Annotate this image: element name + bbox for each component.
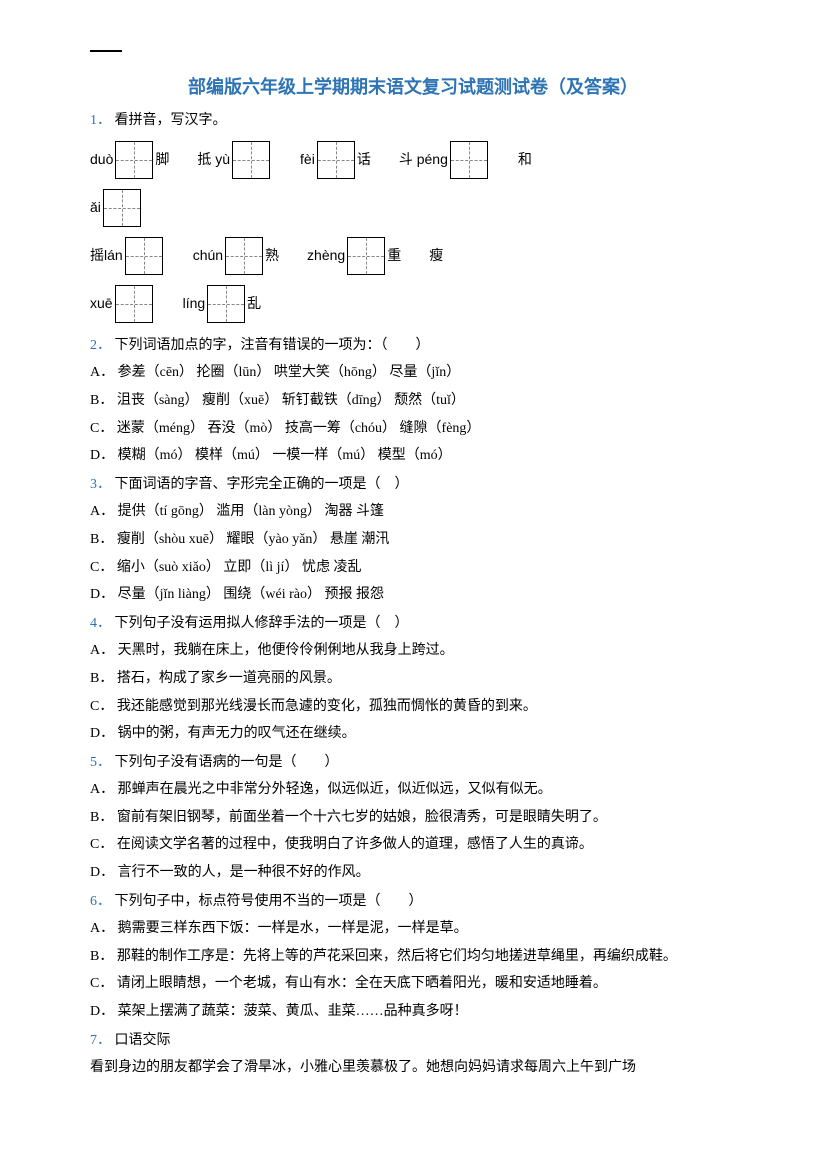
char-box [450,141,488,179]
q4-opt-c: C． 我还能感觉到那光线漫长而急遽的变化，孤独而惆怅的黄昏的到来。 [90,694,736,721]
q5-opt-a: A． 那蝉声在晨光之中非常分外轻逸，似远似近，似近似远，又似有似无。 [90,777,736,804]
q3-stem: 下面词语的字音、字形完全正确的一项是（ ） [115,477,409,492]
pinyin-text: lán [104,242,123,269]
q1-row2: ǎi [90,189,736,227]
pinyin-item: 摇 lán [90,237,165,275]
char-box [347,237,385,275]
question-5: 5． 下列句子没有语病的一句是（ ） [90,750,736,777]
q5-number: 5． [90,755,111,770]
q1-row3: 摇 lán chún 熟 zhèng 重 瘦 [90,237,736,275]
pinyin-text: zhèng [307,242,345,269]
q1-stem: 看拼音，写汉字。 [115,113,227,128]
pinyin-text: fèi [300,146,315,173]
question-4: 4． 下列句子没有运用拟人修辞手法的一项是（ ） [90,611,736,638]
q6-opt-d: D． 菜架上摆满了蔬菜：菠菜、黄瓜、韭菜……品种真多呀！ [90,999,736,1026]
q2-opt-c: C． 迷蒙（méng） 吞没（mò） 技高一筹（chóu） 缝隙（fèng） [90,416,736,443]
post-text: 话 [357,146,371,173]
char-box [232,141,270,179]
page-title: 部编版六年级上学期期末语文复习试题测试卷（及答案） [90,70,736,104]
pinyin-text: líng [183,290,206,317]
pinyin-text: 抵 yù [197,146,230,173]
q7-body: 看到身边的朋友都学会了滑旱冰，小雅心里羡慕极了。她想向妈妈请求每周六上午到广场 [90,1055,736,1082]
q3-opt-c: C． 缩小（suò xiǎo） 立即（lì jí） 忧虑 凌乱 [90,555,736,582]
pinyin-item: líng 乱 [183,285,262,323]
char-box [103,189,141,227]
q4-stem: 下列句子没有运用拟人修辞手法的一项是（ ） [115,616,409,631]
char-box [225,237,263,275]
pinyin-text: xuē [90,290,113,317]
q5-opt-d: D． 言行不一致的人，是一种很不好的作风。 [90,860,736,887]
pinyin-text: chún [193,242,223,269]
char-box [207,285,245,323]
q6-opt-b: B． 那鞋的制作工序是：先将上等的芦花采回来，然后将它们均匀地搓进草绳里，再编织… [90,944,736,971]
pinyin-item: 斗 péng [399,141,490,179]
q6-stem: 下列句子中，标点符号使用不当的一项是（ ） [115,894,423,909]
q3-opt-a: A． 提供（tí gōng） 滥用（làn yòng） 淘器 斗篷 [90,499,736,526]
pinyin-item: 抵 yù [197,141,272,179]
post-text: 乱 [247,290,261,317]
plain-text: 瘦 [429,242,443,269]
char-box [317,141,355,179]
pinyin-text: duò [90,146,113,173]
q6-number: 6． [90,894,111,909]
q2-opt-b: B． 沮丧（sàng） 瘦削（xuē） 斩钉截铁（dīng） 颓然（tuǐ） [90,388,736,415]
pinyin-text: 斗 péng [399,146,448,173]
q2-stem: 下列词语加点的字，注音有错误的一项为：（ ） [115,338,430,353]
char-box [115,141,153,179]
q2-number: 2． [90,338,111,353]
plain-text: 摇 [90,242,104,269]
char-box [115,285,153,323]
q5-stem: 下列句子没有语病的一句是（ ） [115,755,339,770]
pinyin-text: ǎi [90,194,101,221]
post-text: 脚 [155,146,169,173]
post-text: 重 [387,242,401,269]
q5-opt-b: B． 窗前有架旧钢琴，前面坐着一个十六七岁的姑娘，脸很清秀，可是眼睛失明了。 [90,805,736,832]
header-rule [90,50,122,52]
pinyin-item: 和 [518,146,532,173]
q7-stem: 口语交际 [115,1033,171,1048]
q1-row4: xuē líng 乱 [90,285,736,323]
q7-number: 7． [90,1033,111,1048]
q3-opt-d: D． 尽量（jǐn liàng） 围绕（wéi rào） 预报 报怨 [90,582,736,609]
q6-opt-a: A． 鹅需要三样东西下饭：一样是水，一样是泥，一样是草。 [90,916,736,943]
question-7: 7． 口语交际 [90,1028,736,1055]
pinyin-item: ǎi [90,189,143,227]
q3-number: 3． [90,477,111,492]
question-1: 1． 看拼音，写汉字。 [90,108,736,135]
char-box [125,237,163,275]
pinyin-item: chún 熟 [193,237,279,275]
question-3: 3． 下面词语的字音、字形完全正确的一项是（ ） [90,472,736,499]
q5-opt-c: C． 在阅读文学名著的过程中，使我明白了许多做人的道理，感悟了人生的真谛。 [90,832,736,859]
q6-opt-c: C． 请闭上眼睛想，一个老城，有山有水：全在天底下晒着阳光，暖和安适地睡着。 [90,971,736,998]
q2-opt-a: A． 参差（cēn） 抡圈（lūn） 哄堂大笑（hōng） 尽量（jǐn） [90,360,736,387]
question-6: 6． 下列句子中，标点符号使用不当的一项是（ ） [90,889,736,916]
q4-number: 4． [90,616,111,631]
q4-opt-b: B． 搭石，构成了家乡一道亮丽的风景。 [90,666,736,693]
question-2: 2． 下列词语加点的字，注音有错误的一项为：（ ） [90,333,736,360]
pinyin-item: duò 脚 [90,141,169,179]
pinyin-item: fèi 话 [300,141,371,179]
post-text: 熟 [265,242,279,269]
q2-opt-d: D． 模糊（mó） 模样（mú） 一模一样（mú） 模型（mó） [90,443,736,470]
q1-row1: duò 脚 抵 yù fèi 话 斗 péng 和 [90,141,736,179]
plain-text: 和 [518,146,532,173]
q1-number: 1． [90,113,111,128]
q4-opt-d: D． 锅中的粥，有声无力的叹气还在继续。 [90,721,736,748]
q4-opt-a: A． 天黑时，我躺在床上，他便伶伶俐俐地从我身上跨过。 [90,638,736,665]
pinyin-item: xuē [90,285,155,323]
q3-opt-b: B． 瘦削（shòu xuē） 耀眼（yào yǎn） 悬崖 潮汛 [90,527,736,554]
pinyin-item: 瘦 [429,242,443,269]
pinyin-item: zhèng 重 [307,237,401,275]
